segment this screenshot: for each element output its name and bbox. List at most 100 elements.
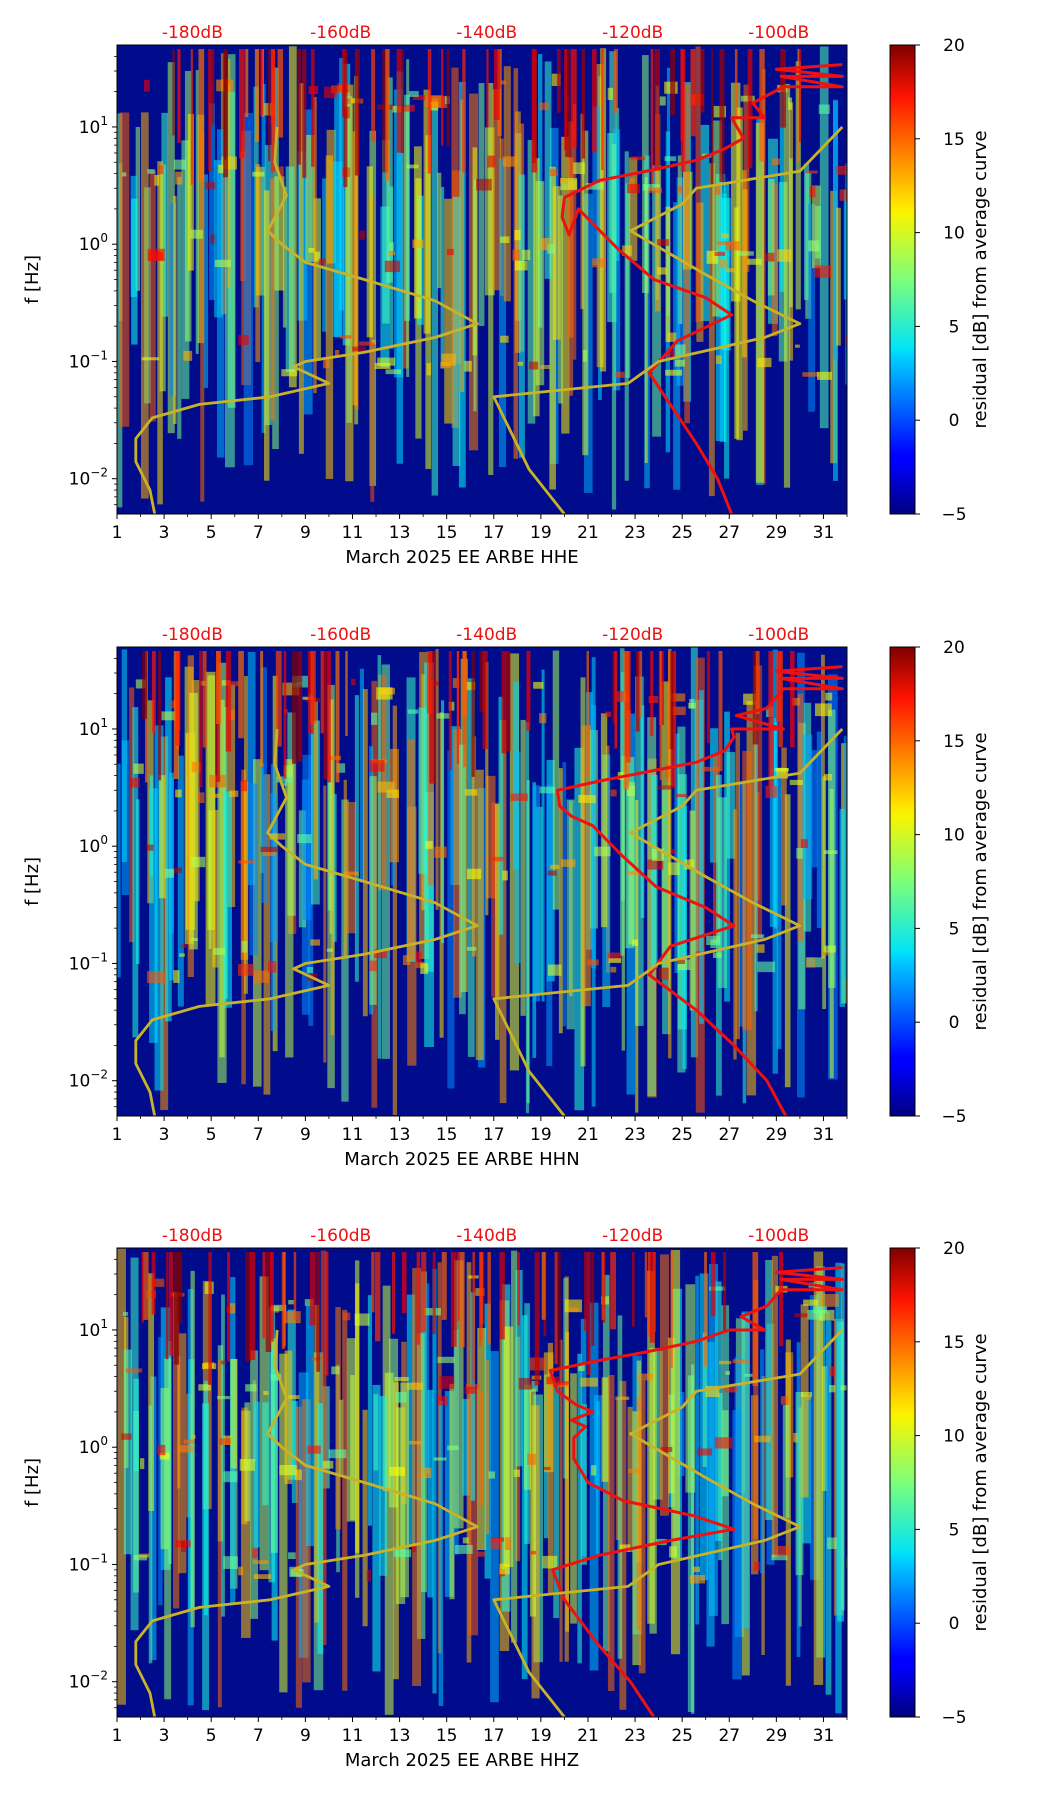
colorbar-label: residual [dB] from average curve xyxy=(970,130,991,428)
colorbar-tick-label: 15 xyxy=(943,130,965,150)
heatmap xyxy=(117,647,847,1116)
x-tick-label: 17 xyxy=(483,1726,505,1746)
colorbar-tick-label: 10 xyxy=(943,224,965,244)
x-axis-label: March 2025 EE ARBE HHN xyxy=(344,1149,579,1170)
colorbar-tick-label: 15 xyxy=(943,1333,965,1353)
db-label: -100dB xyxy=(748,625,809,645)
x-tick-label: 7 xyxy=(253,1726,264,1746)
y-tick-label: 10−2 xyxy=(69,1068,108,1092)
x-tick-label: 19 xyxy=(530,1125,552,1145)
colorbar-tick-label: 5 xyxy=(949,1520,960,1540)
x-tick-label: 27 xyxy=(718,1125,740,1145)
colorbar-tick-label: 20 xyxy=(943,638,965,658)
panel-1: 1 3 5 7 9 11 13 15 17 19 21 23 25 27 29 3110−210−110010… xyxy=(22,23,991,568)
colorbar-tick-label: 5 xyxy=(949,317,960,337)
y-tick-label: 100 xyxy=(79,1434,108,1458)
x-tick-label: 29 xyxy=(766,523,788,543)
db-label: -100dB xyxy=(748,23,809,43)
db-label: -140dB xyxy=(456,1226,517,1246)
x-tick-label: 15 xyxy=(436,1726,458,1746)
panel-2: 1 3 5 7 9 11 13 15 17 19 21 23 25 27 29 3110−210−110010… xyxy=(22,625,991,1170)
x-tick-label: 7 xyxy=(253,1125,264,1145)
x-tick-label: 5 xyxy=(206,523,217,543)
x-tick-label: 1 xyxy=(112,523,123,543)
x-axis-label: March 2025 EE ARBE HHZ xyxy=(345,1750,579,1771)
olive-curve-1 xyxy=(134,728,479,1116)
x-tick-label: 9 xyxy=(300,1726,311,1746)
colorbar xyxy=(889,44,916,515)
db-label: -160dB xyxy=(310,1226,371,1246)
x-tick-label: 21 xyxy=(577,1726,599,1746)
x-tick-label: 13 xyxy=(389,1125,411,1145)
x-tick-label: 11 xyxy=(342,1125,364,1145)
x-tick-label: 13 xyxy=(389,523,411,543)
y-tick-label: 101 xyxy=(79,1317,108,1341)
x-tick-label: 13 xyxy=(389,1726,411,1746)
x-tick-label: 15 xyxy=(436,523,458,543)
x-tick-label: 17 xyxy=(483,1125,505,1145)
x-tick-label: 19 xyxy=(530,523,552,543)
olive-curve-2 xyxy=(492,728,844,1116)
x-tick-label: 9 xyxy=(300,523,311,543)
heatmap xyxy=(117,45,847,514)
x-tick-label: 23 xyxy=(624,1125,646,1145)
colorbar-tick-label: 5 xyxy=(949,919,960,939)
x-tick-label: 3 xyxy=(159,1726,170,1746)
x-tick-label: 25 xyxy=(671,523,693,543)
colorbar-tick-label: 15 xyxy=(943,732,965,752)
colorbar-tick-label: 20 xyxy=(943,36,965,56)
db-label: -180dB xyxy=(162,23,223,43)
x-tick-label: 1 xyxy=(112,1726,123,1746)
y-tick-label: 10−1 xyxy=(69,950,108,974)
db-label: -140dB xyxy=(456,23,517,43)
colorbar-label: residual [dB] from average curve xyxy=(970,1333,991,1631)
y-tick-label: 100 xyxy=(79,833,108,857)
x-tick-label: 23 xyxy=(624,523,646,543)
x-tick-label: 17 xyxy=(483,523,505,543)
olive-curve-2 xyxy=(492,126,844,514)
y-tick-label: 100 xyxy=(79,231,108,255)
olive-curve-2 xyxy=(492,1329,844,1717)
db-label: -120dB xyxy=(602,625,663,645)
x-tick-label: 1 xyxy=(112,1125,123,1145)
colorbar-tick-label: 20 xyxy=(943,1239,965,1259)
x-tick-label: 29 xyxy=(766,1125,788,1145)
x-tick-label: 23 xyxy=(624,1726,646,1746)
colorbar-tick-label: −5 xyxy=(941,1107,966,1127)
db-label: -160dB xyxy=(310,625,371,645)
db-label: -180dB xyxy=(162,625,223,645)
colorbar-tick-label: −5 xyxy=(941,1708,966,1728)
x-tick-label: 15 xyxy=(436,1125,458,1145)
db-label: -140dB xyxy=(456,625,517,645)
x-tick-label: 31 xyxy=(813,1726,835,1746)
x-tick-label: 27 xyxy=(718,1726,740,1746)
x-axis-label: March 2025 EE ARBE HHE xyxy=(345,547,578,568)
y-tick-label: 101 xyxy=(79,114,108,138)
x-tick-label: 5 xyxy=(206,1125,217,1145)
y-tick-label: 10−1 xyxy=(69,348,108,372)
olive-curve-1 xyxy=(134,126,479,514)
db-label: -100dB xyxy=(748,1226,809,1246)
db-label: -180dB xyxy=(162,1226,223,1246)
x-tick-label: 11 xyxy=(342,1726,364,1746)
heatmap xyxy=(117,1248,847,1717)
x-tick-label: 31 xyxy=(813,523,835,543)
x-tick-label: 7 xyxy=(253,523,264,543)
x-tick-label: 31 xyxy=(813,1125,835,1145)
db-label: -120dB xyxy=(602,23,663,43)
colorbar-tick-label: 0 xyxy=(949,1614,960,1634)
colorbar xyxy=(889,646,916,1117)
red-curve xyxy=(555,665,844,1116)
y-tick-label: 10−1 xyxy=(69,1551,108,1575)
y-axis-label: f [Hz] xyxy=(22,857,43,906)
colorbar-tick-label: 10 xyxy=(943,1427,965,1447)
y-axis-label: f [Hz] xyxy=(22,255,43,304)
x-tick-label: 27 xyxy=(718,523,740,543)
y-tick-label: 101 xyxy=(79,716,108,740)
db-label: -120dB xyxy=(602,1226,663,1246)
x-tick-label: 3 xyxy=(159,1125,170,1145)
x-tick-label: 19 xyxy=(530,1726,552,1746)
panel-3: 1 3 5 7 9 11 13 15 17 19 21 23 25 27 29 3110−210−110010… xyxy=(22,1226,991,1771)
